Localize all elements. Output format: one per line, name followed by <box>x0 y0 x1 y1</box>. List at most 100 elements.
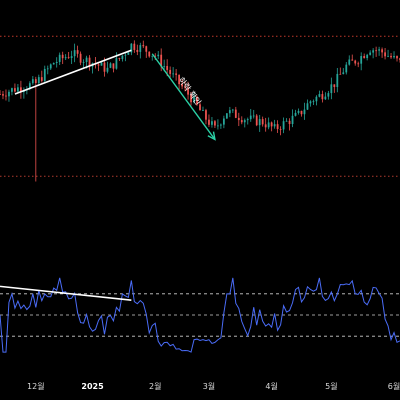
x-tick-label: 3월 <box>203 381 215 391</box>
candle-body <box>267 122 270 128</box>
rsi-trendline <box>0 285 132 301</box>
candle-body <box>82 61 85 63</box>
candle-body <box>312 101 315 103</box>
candle-body <box>67 57 70 58</box>
candle-body <box>70 56 73 58</box>
candle-body <box>43 68 46 81</box>
candle-body <box>318 94 321 97</box>
candle-body <box>58 54 61 62</box>
candle-body <box>390 55 392 58</box>
candle-body <box>252 115 255 117</box>
x-tick-label: 5월 <box>325 381 337 391</box>
price-panel: 하락 확인 <box>0 35 400 182</box>
candle-body <box>154 55 157 57</box>
candle-body <box>354 60 357 64</box>
candle-body <box>258 119 261 126</box>
candle-body <box>363 56 366 59</box>
candle-body <box>306 103 309 110</box>
candle-body <box>369 52 372 55</box>
candle-body <box>246 119 249 121</box>
candle-body <box>333 84 336 87</box>
candle-body <box>139 45 142 52</box>
candle-body <box>345 64 348 73</box>
candle-body <box>0 94 1 95</box>
candle-body <box>228 110 231 114</box>
candle-body <box>175 73 178 75</box>
candle-body <box>336 73 339 87</box>
arrow-head <box>207 131 216 141</box>
candle-body <box>2 94 4 96</box>
candle-body <box>339 73 342 75</box>
candle-body <box>190 94 192 103</box>
candle-body <box>309 101 312 104</box>
x-tick-label: 2025 <box>81 382 104 391</box>
candle-body <box>64 57 67 59</box>
candle-body <box>121 55 124 60</box>
candle-body <box>217 125 219 127</box>
candle-body <box>237 117 240 121</box>
candle-body <box>387 55 389 57</box>
candle-body <box>282 121 285 130</box>
candle-body <box>366 54 369 59</box>
candle-body <box>5 95 7 97</box>
candle-body <box>184 86 186 88</box>
candle-body <box>297 110 300 113</box>
candle-body <box>249 115 252 120</box>
candle-body <box>381 49 383 53</box>
candle-body <box>79 53 82 63</box>
candle-body <box>169 69 172 74</box>
candle-body <box>234 109 237 118</box>
candle-body <box>37 77 40 84</box>
candle-body <box>321 94 324 100</box>
candle-body <box>324 96 327 100</box>
candle-body <box>375 50 378 52</box>
candle-body <box>103 62 106 72</box>
candle-body <box>181 84 183 87</box>
candle-body <box>127 52 130 55</box>
candle-body <box>330 84 333 94</box>
candle-body <box>172 73 175 75</box>
candle-body <box>208 119 210 125</box>
candle-body <box>270 122 273 127</box>
rsi-panel <box>0 277 400 353</box>
candle-body <box>106 67 109 72</box>
candle-body <box>166 66 169 70</box>
candle-body <box>14 88 16 92</box>
candle-body <box>276 124 279 129</box>
candle-body <box>273 124 276 127</box>
candle-body <box>300 110 303 115</box>
candle-body <box>240 120 243 123</box>
candle-body <box>351 59 354 61</box>
x-tick-label: 2월 <box>149 381 161 391</box>
candle-body <box>231 109 234 111</box>
candle-body <box>372 50 375 53</box>
candle-body <box>97 64 100 66</box>
candle-body <box>115 58 118 69</box>
candle-body <box>160 54 163 67</box>
candle-body <box>199 104 201 111</box>
candle-body <box>151 55 154 57</box>
candle-body <box>73 50 76 57</box>
candle-body <box>187 87 189 95</box>
candle-body <box>393 56 395 58</box>
candle-body <box>34 79 37 84</box>
candle-body <box>28 83 31 90</box>
candle-body <box>8 91 10 97</box>
candle-body <box>264 124 267 128</box>
candle-body <box>211 121 213 125</box>
candle-body <box>133 43 136 50</box>
candle-body <box>243 120 246 123</box>
candle-body <box>55 61 58 64</box>
candle-body <box>88 57 91 67</box>
candle-body <box>196 96 198 105</box>
candle-body <box>202 110 204 111</box>
candle-body <box>288 120 291 125</box>
candle-body <box>118 58 121 60</box>
candle-body <box>348 59 351 65</box>
candle-body <box>294 112 297 116</box>
candle-body <box>285 120 288 122</box>
candle-body <box>205 110 207 120</box>
candle-body <box>109 63 112 68</box>
candle-body <box>148 51 151 57</box>
candle-body <box>17 87 19 92</box>
